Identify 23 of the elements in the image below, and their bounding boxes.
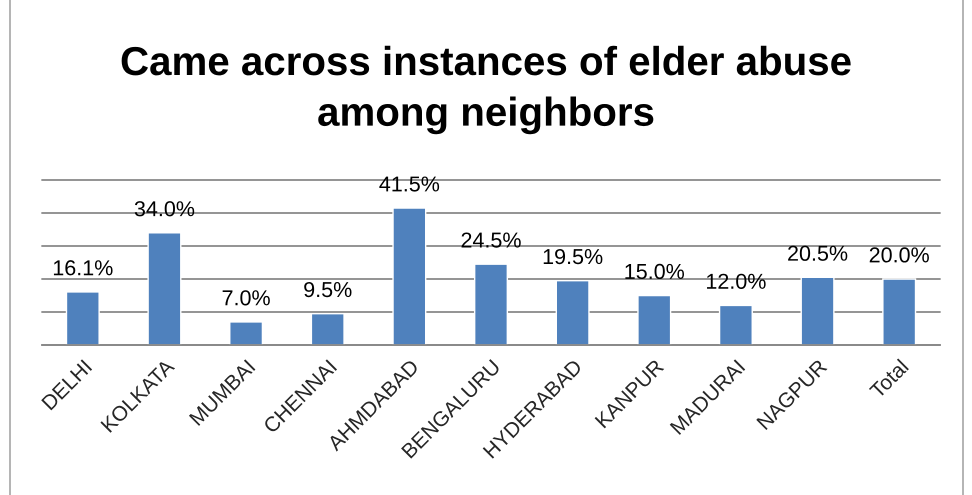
data-label: 24.5% (462, 232, 521, 248)
data-label: 15.0% (625, 264, 684, 280)
bar (718, 304, 753, 345)
data-label: 20.5% (788, 246, 848, 261)
bar (229, 321, 264, 345)
data-label: 20.0% (870, 247, 929, 263)
chart-title: Came across instances of elder abuse among neighbors (122, 46, 851, 134)
data-label: 9.5% (304, 282, 352, 298)
bar (310, 312, 345, 345)
bar (392, 207, 426, 345)
bar (66, 291, 100, 345)
bar (556, 280, 590, 345)
data-label: 16.1% (54, 260, 113, 276)
bar (147, 232, 182, 345)
bar (474, 263, 508, 345)
bar (800, 276, 835, 345)
data-label: 41.5% (379, 176, 440, 192)
data-label: 19.5% (544, 248, 602, 264)
data-label: 34.0% (134, 201, 194, 216)
data-label: 7.0% (222, 290, 270, 306)
bar (637, 294, 672, 345)
bar (882, 278, 916, 345)
data-label: 12.0% (707, 274, 766, 289)
